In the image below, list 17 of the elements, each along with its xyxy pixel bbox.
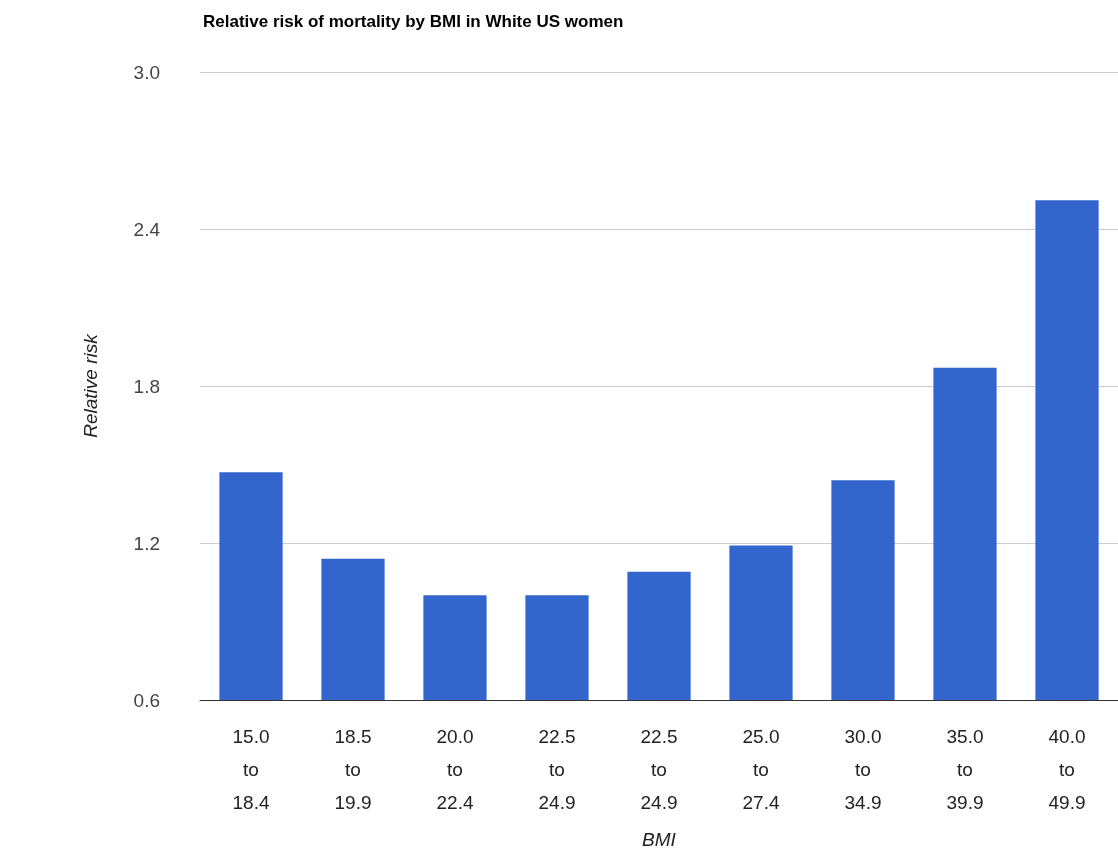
- x-tick-label: 35.0 to 39.9: [946, 726, 984, 813]
- x-tick-label: 18.5 to 19.9: [334, 726, 372, 813]
- y-tick-label: 1.8: [133, 375, 160, 397]
- y-tick-label: 0.6: [133, 689, 160, 711]
- x-tick-label: 30.0 to 34.9: [844, 726, 882, 813]
- chart-title: Relative risk of mortality by BMI in White US women: [203, 12, 624, 31]
- x-tick-label: 15.0 to 18.4: [232, 726, 270, 813]
- y-tick-label: 2.4: [133, 218, 161, 240]
- x-tick-label: 22.5 to 24.9: [640, 726, 678, 813]
- x-axis-title: BMI: [642, 829, 677, 850]
- y-tick-label: 1.2: [133, 532, 160, 554]
- x-tick-label: 25.0 to 27.4: [742, 726, 780, 813]
- x-tick-label: 40.0 to 49.9: [1048, 726, 1086, 813]
- y-tick-label: 3.0: [133, 61, 160, 83]
- x-tick-label: 22.5 to 24.9: [538, 726, 576, 813]
- y-axis-title: Relative risk: [80, 332, 101, 438]
- x-tick-label: 20.0 to 22.4: [436, 726, 474, 813]
